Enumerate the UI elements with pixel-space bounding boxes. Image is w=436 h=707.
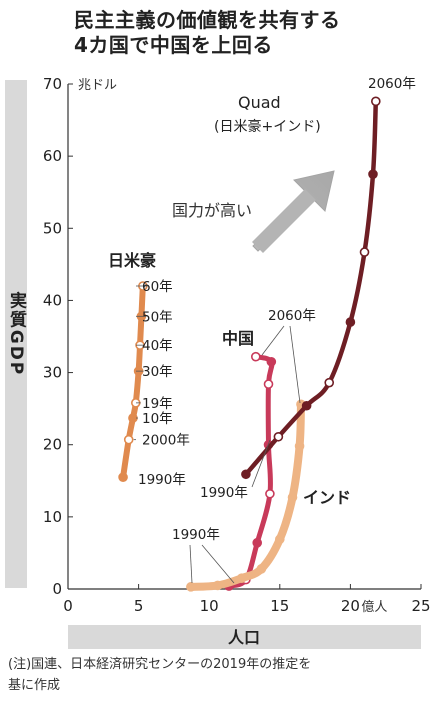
footnote-line-2: 基に作成 xyxy=(8,678,61,693)
gdp-population-chart: 実質GDP 人口 国力が高い 0 10 20 30 40 50 60 70 兆ドル 0 5 10 15 2… xyxy=(5,75,431,649)
data-point xyxy=(186,582,196,592)
title-line-1: 民主主義の価値観を共有する xyxy=(74,8,341,32)
ylabel-band xyxy=(5,80,27,588)
quad-2060-label: 2060年 xyxy=(368,76,416,92)
year-label: 10年 xyxy=(142,411,173,427)
x-unit-label: 億人 xyxy=(361,599,387,615)
leader-line xyxy=(289,325,301,404)
data-point xyxy=(368,169,378,179)
year-label: 60年 xyxy=(142,279,173,295)
series-2 xyxy=(186,399,306,592)
arrow-label: 国力が高い xyxy=(172,201,252,220)
data-point xyxy=(256,563,267,574)
y-tick-label: 60 xyxy=(43,147,62,165)
x-tick-label: 10 xyxy=(200,597,219,615)
series-label-japan-group: 日米豪 xyxy=(108,251,156,270)
data-point xyxy=(324,377,335,388)
y-tick-label: 50 xyxy=(43,219,62,237)
series-label-quad-sub: (日米豪+インド) xyxy=(214,119,321,135)
india-1990-label: 1990年 xyxy=(172,527,220,543)
data-point xyxy=(241,469,251,480)
data-point xyxy=(263,379,274,389)
data-point xyxy=(301,400,312,411)
leader-line xyxy=(261,325,285,356)
data-point xyxy=(266,356,277,367)
footnote-line-1: (注)国連、日本経済研究センターの2019年の推定を xyxy=(8,657,312,672)
strength-arrow-body xyxy=(252,189,316,253)
y-tick-label: 40 xyxy=(43,291,62,309)
y-tick-label: 20 xyxy=(43,436,62,454)
data-point xyxy=(118,472,128,482)
series-line xyxy=(243,99,379,477)
data-point xyxy=(359,247,370,257)
ylabel-text: 実質GDP xyxy=(6,291,27,377)
data-point xyxy=(265,488,275,499)
x-tick-label: 0 xyxy=(63,597,73,615)
china-1990-label: 1990年 xyxy=(200,485,248,501)
year-label: 1990年 xyxy=(138,472,186,488)
series-label-quad: Quad xyxy=(238,93,281,112)
leader-line xyxy=(189,544,193,584)
strength-arrow xyxy=(252,170,335,253)
data-point xyxy=(128,413,138,423)
x-tick-label: 20 xyxy=(341,597,360,615)
year-label: 50年 xyxy=(142,309,173,325)
data-point xyxy=(294,441,305,451)
x-tick-label: 25 xyxy=(411,597,430,615)
x-tick-label: 15 xyxy=(270,597,289,615)
data-point xyxy=(123,434,134,445)
data-point xyxy=(274,534,285,545)
data-point xyxy=(273,431,284,442)
y-tick-label: 10 xyxy=(43,508,62,526)
series-label-india: インド xyxy=(303,488,351,507)
data-point xyxy=(345,317,356,327)
data-point xyxy=(287,492,298,503)
chart-title: 民主主義の価値観を共有する 4カ国で中国を上回る xyxy=(74,8,341,58)
china-2060-label: 2060年 xyxy=(268,308,316,324)
data-point xyxy=(371,96,381,107)
y-tick-label: 70 xyxy=(43,75,62,93)
x-tick-label: 5 xyxy=(134,597,144,615)
year-label: 19年 xyxy=(142,396,173,412)
leader-line xyxy=(201,544,235,584)
series-0 xyxy=(118,281,148,482)
year-label: 30年 xyxy=(142,364,173,380)
axes: 0 10 20 30 40 50 60 70 兆ドル 0 5 10 15 20 25 億人 xyxy=(43,75,431,615)
y-unit-label: 兆ドル xyxy=(78,78,117,93)
year-label: 2000年 xyxy=(142,433,190,449)
footnote: (注)国連、日本経済研究センターの2019年の推定を 基に作成 xyxy=(8,654,432,696)
series-layer xyxy=(118,96,381,592)
series-label-china: 中国 xyxy=(222,329,254,348)
y-tick-label: 30 xyxy=(43,364,62,382)
data-point xyxy=(252,538,263,548)
data-point xyxy=(250,351,261,362)
data-point xyxy=(212,580,223,591)
year-label: 40年 xyxy=(142,338,173,354)
xlabel-text: 人口 xyxy=(228,628,260,647)
leader-line xyxy=(251,439,271,488)
y-tick-label: 0 xyxy=(52,580,62,598)
title-line-2: 4カ国で中国を上回る xyxy=(74,33,273,57)
xlabel-band xyxy=(68,625,421,649)
series-3 xyxy=(241,96,381,480)
data-point xyxy=(236,573,247,583)
